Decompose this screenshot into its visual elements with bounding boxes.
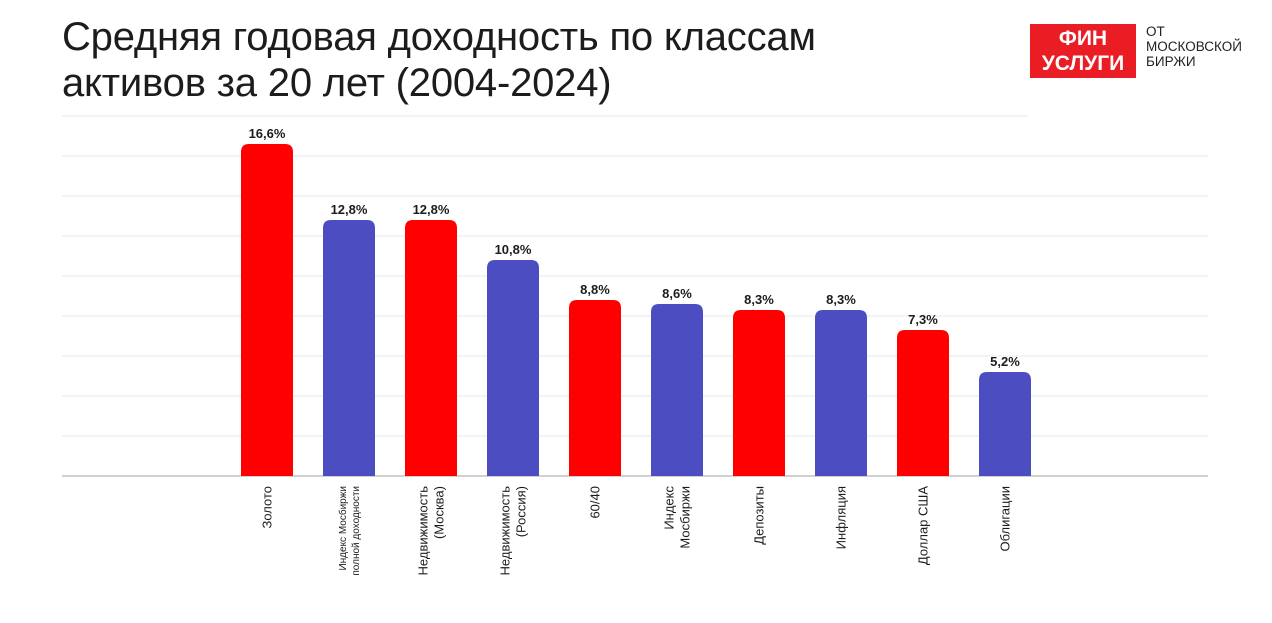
category-label: Облигации (998, 486, 1013, 551)
category-label-line: 60/40 (588, 486, 603, 519)
bar (897, 330, 949, 476)
logo-red-box: ФИН УСЛУГИ (1030, 24, 1136, 78)
category-label-line: полной доходности (351, 486, 362, 576)
bar-value-label: 8,3% (826, 292, 856, 307)
finuslugi-logo: ФИН УСЛУГИ ОТ МОСКОВСКОЙ БИРЖИ (1030, 24, 1260, 80)
category-label: Инфляция (834, 486, 849, 549)
bar (733, 310, 785, 476)
category-label-line: (Россия) (514, 486, 529, 537)
category-label: Недвижимость (Москва) (416, 486, 447, 576)
category-label-line: (Москва) (432, 486, 447, 539)
category-label: Депозиты (752, 486, 767, 545)
bar-value-label: 8,8% (580, 282, 610, 297)
bar (815, 310, 867, 476)
bar-value-label: 12,8% (413, 202, 450, 217)
bar (487, 260, 539, 476)
bar (569, 300, 621, 476)
category-label-line: Депозиты (752, 486, 767, 545)
category-label: Недвижимость (Россия) (498, 486, 529, 576)
logo-sub-line-2: МОСКОВСКОЙ (1146, 39, 1242, 54)
bar-value-label: 8,3% (744, 292, 774, 307)
category-label-line: Доллар США (916, 486, 931, 565)
category-label: 60/40 (588, 486, 603, 519)
logo-box-line-2: УСЛУГИ (1041, 52, 1125, 75)
chart-title: Средняя годовая доходность по классам ак… (62, 14, 816, 106)
category-label: Доллар США (916, 486, 931, 565)
category-label-line: Индекс Мосбиржи (337, 486, 349, 571)
category-label-line: Инфляция (834, 486, 849, 549)
logo-subtitle: ОТ МОСКОВСКОЙ БИРЖИ (1146, 24, 1242, 69)
category-label-line: Мосбиржи (678, 486, 693, 549)
bar-value-label: 5,2% (990, 354, 1020, 369)
category-label: Золото (260, 486, 275, 529)
logo-box-line-1: ФИН (1058, 27, 1108, 50)
category-label-line: Индекс (662, 486, 677, 530)
bar-value-label: 7,3% (908, 312, 938, 327)
chart-title-line-1: Средняя годовая доходность по классам (62, 15, 816, 59)
category-label-line: Недвижимость (498, 486, 513, 576)
category-label-line: Золото (260, 486, 275, 529)
bar-value-label: 10,8% (495, 242, 532, 257)
category-label: Индекс Мосбиржи полной доходности (337, 486, 362, 576)
bar (323, 220, 375, 476)
bar (651, 304, 703, 476)
bar (979, 372, 1031, 476)
category-label: Индекс Мосбиржи (662, 486, 693, 549)
bar-value-label: 12,8% (331, 202, 368, 217)
chart-title-line-2: активов за 20 лет (2004-2024) (62, 61, 612, 105)
bar-value-label: 8,6% (662, 286, 692, 301)
category-label-line: Недвижимость (416, 486, 431, 576)
bar (241, 144, 293, 476)
bar (405, 220, 457, 476)
category-label-line: Облигации (998, 486, 1013, 551)
logo-sub-line-1: ОТ (1146, 24, 1165, 39)
logo-sub-line-3: БИРЖИ (1146, 54, 1196, 69)
bar-value-label: 16,6% (249, 126, 286, 141)
